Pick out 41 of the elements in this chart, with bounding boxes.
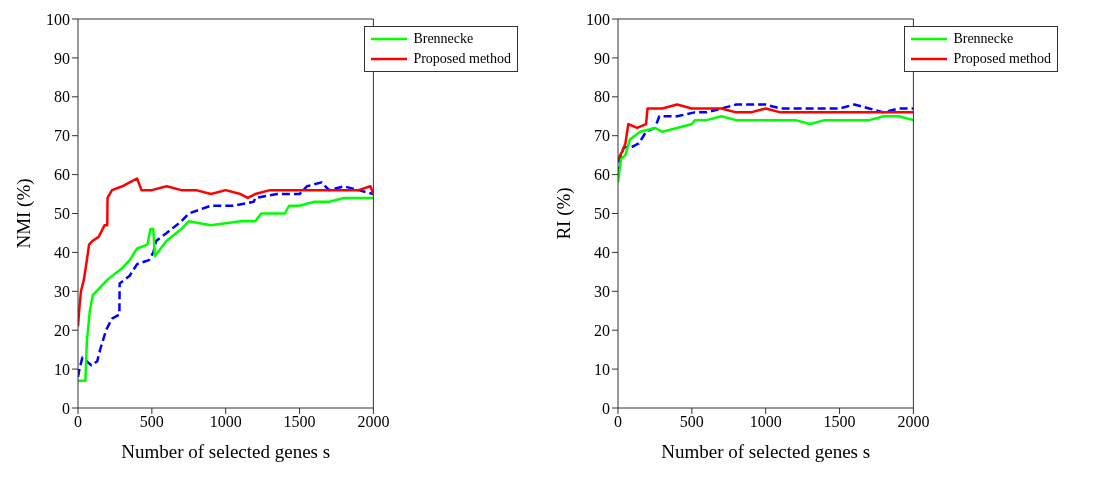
y-tick-label: 50 <box>594 205 610 223</box>
legend-label: Brennecke <box>953 30 1014 48</box>
x-axis-title: Number of selected genes s <box>661 441 871 462</box>
legend-label: Brennecke <box>413 30 474 48</box>
y-tick-label: 80 <box>594 88 610 106</box>
x-tick-label: 1500 <box>823 413 856 431</box>
y-tick-label: 30 <box>54 282 70 300</box>
y-tick-label: 70 <box>54 127 70 145</box>
y-tick-label: 40 <box>54 244 70 262</box>
x-tick-label: 1000 <box>209 413 242 431</box>
x-axis-title: Number of selected genes s <box>121 441 331 462</box>
y-axis-title: RI (%) <box>552 187 575 240</box>
y-tick-label: 100 <box>586 10 610 28</box>
y-tick-label: 100 <box>46 10 70 28</box>
line-series <box>618 103 914 161</box>
y-tick-label: 0 <box>62 399 70 417</box>
y-tick-label: 40 <box>594 244 610 262</box>
x-tick-label: 500 <box>139 413 164 431</box>
x-tick-label: 1500 <box>283 413 316 431</box>
y-tick-label: 90 <box>594 49 610 67</box>
x-tick-label: 500 <box>679 413 704 431</box>
x-tick-label: 1000 <box>749 413 782 431</box>
x-tick-label: 2000 <box>897 413 930 431</box>
y-tick-label: 10 <box>54 360 70 378</box>
y-tick-label: 0 <box>602 399 610 417</box>
x-tick-label: 2000 <box>357 413 390 431</box>
y-tick-label: 90 <box>54 49 70 67</box>
x-tick-label: 0 <box>74 413 82 431</box>
y-tick-label: 60 <box>594 166 610 184</box>
y-tick-label: 20 <box>594 321 610 339</box>
y-tick-label: 50 <box>54 205 70 223</box>
legend-label: Proposed method <box>953 50 1051 68</box>
y-tick-label: 80 <box>54 88 70 106</box>
legend-label: Proposed method <box>413 50 511 68</box>
x-tick-label: 0 <box>614 413 622 431</box>
y-tick-label: 20 <box>54 321 70 339</box>
y-tick-label: 30 <box>594 282 610 300</box>
y-tick-label: 10 <box>594 360 610 378</box>
y-axis-title: NMI (%) <box>12 178 35 249</box>
y-tick-label: 70 <box>594 127 610 145</box>
y-tick-label: 60 <box>54 166 70 184</box>
